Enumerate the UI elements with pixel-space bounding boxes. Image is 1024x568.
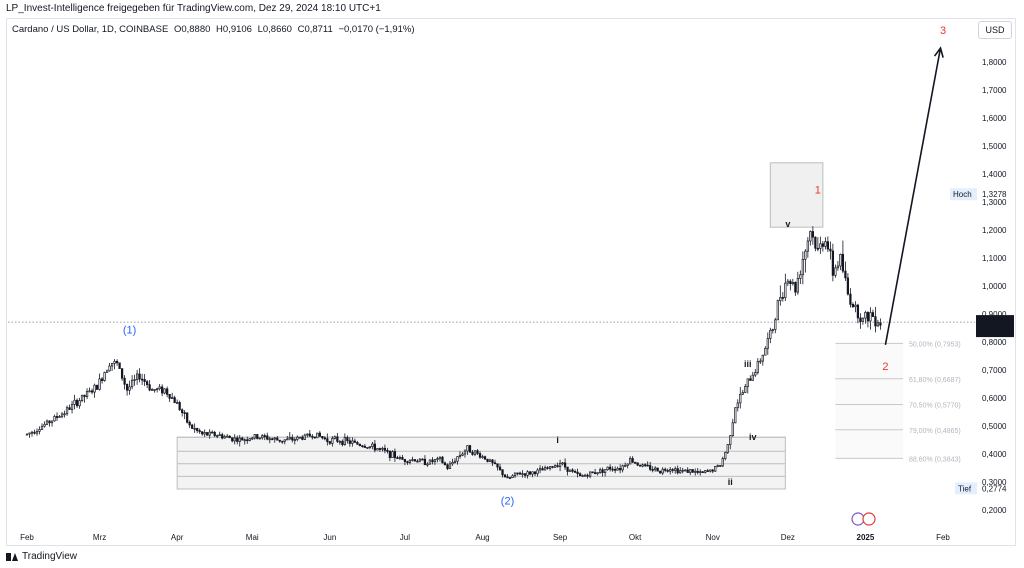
open-value: O0,8880 [173, 24, 211, 35]
change-value: −0,0170 (−1,91%) [338, 24, 415, 35]
tradingview-logo-icon [6, 552, 18, 561]
symbol-name[interactable]: Cardano / US Dollar, 1D, COINBASE [12, 24, 169, 35]
low-value: L0,8660 [257, 24, 292, 35]
close-value: C0,8711 [297, 24, 333, 35]
tradingview-brand: TradingView [6, 551, 77, 562]
high-value: H0,9106 [216, 24, 252, 35]
brand-label: TradingView [22, 551, 78, 562]
published-line: LP_Invest-Intelligence freigegeben für T… [6, 3, 381, 14]
chart-frame [6, 18, 1016, 546]
symbol-legend: Cardano / US Dollar, 1D, COINBASE O0,888… [12, 24, 418, 35]
currency-button[interactable]: USD [978, 21, 1012, 39]
